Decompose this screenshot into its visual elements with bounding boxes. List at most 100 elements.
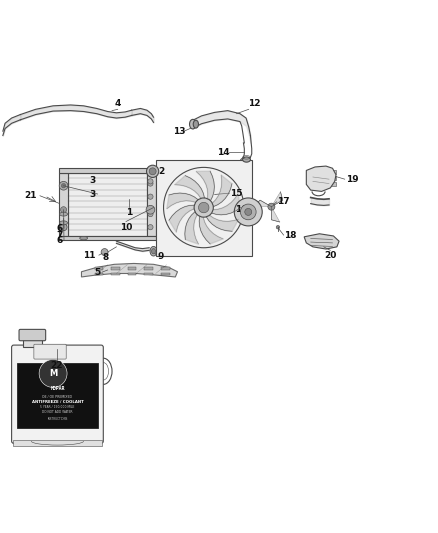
Text: 14: 14: [217, 148, 230, 157]
Bar: [111, 268, 120, 270]
FancyBboxPatch shape: [19, 329, 46, 341]
Text: 5: 5: [94, 268, 100, 277]
Text: 8: 8: [102, 253, 109, 262]
Text: 22: 22: [50, 361, 63, 370]
Circle shape: [194, 198, 213, 217]
Text: 21: 21: [24, 191, 36, 200]
Circle shape: [148, 179, 153, 184]
Circle shape: [198, 203, 209, 213]
Bar: [59, 173, 68, 236]
Text: M: M: [49, 369, 57, 378]
Circle shape: [60, 183, 67, 189]
Polygon shape: [254, 200, 272, 207]
Text: OE / OE PREMIXED: OE / OE PREMIXED: [42, 394, 73, 399]
Polygon shape: [196, 171, 214, 204]
Circle shape: [60, 207, 67, 213]
Bar: [161, 268, 170, 270]
Text: 5 YEAR / 150,000 MILE: 5 YEAR / 150,000 MILE: [40, 405, 74, 409]
Circle shape: [234, 198, 262, 226]
Bar: [328, 182, 336, 185]
Polygon shape: [272, 192, 283, 207]
Text: MOPAR: MOPAR: [50, 386, 65, 391]
Bar: [95, 272, 103, 275]
FancyBboxPatch shape: [12, 345, 103, 443]
Polygon shape: [175, 175, 205, 203]
Bar: [328, 169, 336, 174]
Circle shape: [148, 181, 153, 186]
Ellipse shape: [152, 248, 155, 254]
Bar: [161, 272, 170, 275]
Text: 2: 2: [158, 167, 164, 176]
Polygon shape: [304, 234, 339, 249]
FancyBboxPatch shape: [34, 344, 66, 359]
Polygon shape: [208, 194, 240, 215]
Polygon shape: [208, 175, 232, 207]
Text: 10: 10: [120, 223, 132, 232]
Circle shape: [146, 205, 155, 214]
Text: 20: 20: [324, 251, 336, 260]
Circle shape: [149, 168, 156, 175]
Ellipse shape: [150, 246, 157, 256]
Circle shape: [59, 181, 68, 190]
Text: 18: 18: [284, 231, 296, 239]
Bar: [22, 340, 42, 348]
Text: 13: 13: [173, 127, 185, 136]
Bar: [128, 268, 137, 270]
Bar: [17, 362, 98, 428]
Text: 9: 9: [157, 253, 163, 261]
Bar: [145, 268, 153, 270]
Circle shape: [148, 224, 153, 230]
Circle shape: [276, 225, 280, 229]
Bar: [145, 272, 153, 275]
Bar: [155, 159, 252, 256]
Ellipse shape: [190, 119, 196, 129]
Circle shape: [268, 203, 275, 210]
Text: 3: 3: [90, 176, 96, 185]
Circle shape: [148, 212, 153, 217]
Polygon shape: [272, 207, 280, 222]
Bar: [59, 168, 155, 173]
Polygon shape: [167, 193, 201, 209]
Text: 6: 6: [57, 223, 63, 232]
Polygon shape: [185, 209, 200, 244]
Bar: [328, 176, 336, 180]
Text: 16: 16: [235, 205, 247, 214]
Text: 4: 4: [114, 100, 121, 108]
Circle shape: [60, 224, 67, 231]
Ellipse shape: [60, 212, 67, 216]
Circle shape: [39, 359, 67, 387]
Text: ANTIFREEZE / COOLANT: ANTIFREEZE / COOLANT: [32, 400, 83, 404]
Text: 15: 15: [230, 189, 242, 198]
Circle shape: [147, 165, 159, 177]
Polygon shape: [169, 205, 199, 232]
Bar: [147, 173, 155, 236]
Text: 7: 7: [57, 231, 63, 239]
Ellipse shape: [60, 221, 67, 225]
Circle shape: [60, 224, 67, 230]
Circle shape: [245, 208, 252, 215]
Bar: [13, 440, 102, 446]
Bar: [128, 272, 137, 275]
Bar: [111, 272, 120, 275]
Bar: [59, 236, 155, 240]
Text: INSTRUCTIONS: INSTRUCTIONS: [47, 417, 67, 421]
Polygon shape: [81, 263, 177, 277]
Text: 17: 17: [277, 197, 289, 206]
Circle shape: [101, 248, 108, 256]
Polygon shape: [205, 212, 239, 231]
Polygon shape: [306, 166, 336, 191]
Polygon shape: [68, 173, 147, 236]
Circle shape: [61, 183, 66, 188]
Text: 19: 19: [346, 175, 358, 184]
Polygon shape: [199, 212, 223, 244]
Circle shape: [240, 204, 256, 220]
Ellipse shape: [193, 120, 198, 128]
Text: 1: 1: [127, 208, 133, 217]
Bar: [95, 268, 103, 270]
Text: DO NOT ADD WATER: DO NOT ADD WATER: [42, 410, 73, 414]
Text: 6: 6: [57, 236, 63, 245]
Text: 11: 11: [83, 251, 96, 260]
Circle shape: [148, 194, 153, 199]
Ellipse shape: [80, 236, 88, 240]
Ellipse shape: [243, 157, 251, 162]
